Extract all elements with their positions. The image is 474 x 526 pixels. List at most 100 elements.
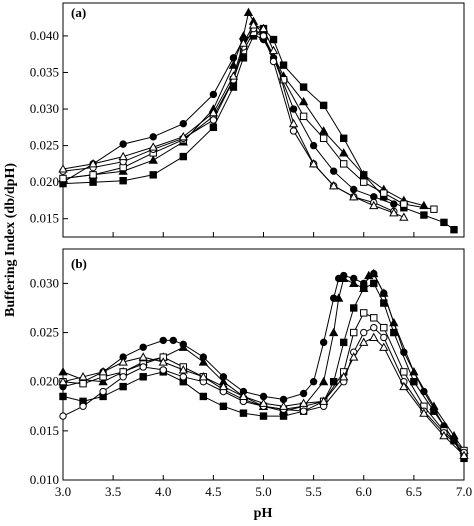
panel-a-label: (a) bbox=[71, 5, 86, 20]
data-point bbox=[299, 83, 308, 91]
data-point bbox=[360, 178, 368, 186]
data-point bbox=[390, 200, 398, 208]
data-point bbox=[139, 343, 147, 351]
y-tick-label: 0.030 bbox=[30, 275, 59, 290]
data-point bbox=[279, 61, 288, 69]
data-point bbox=[159, 366, 167, 374]
data-point bbox=[400, 348, 408, 356]
data-point bbox=[88, 159, 98, 168]
data-point bbox=[298, 398, 309, 407]
data-point bbox=[299, 389, 308, 398]
data-point bbox=[410, 378, 418, 386]
data-point bbox=[119, 176, 127, 185]
data-point bbox=[399, 212, 409, 221]
data-point bbox=[319, 126, 329, 135]
data-point bbox=[319, 101, 328, 110]
data-point bbox=[148, 142, 158, 151]
data-point bbox=[380, 289, 388, 297]
data-point bbox=[350, 304, 358, 312]
data-point bbox=[350, 185, 358, 194]
data-point bbox=[139, 373, 147, 381]
data-point bbox=[319, 376, 329, 386]
x-tick-label: 6.5 bbox=[406, 484, 422, 499]
panel-b-label: (b) bbox=[71, 256, 87, 271]
data-point bbox=[359, 283, 369, 292]
data-point bbox=[208, 107, 219, 117]
data-point bbox=[79, 379, 87, 388]
series-2-filled-triangle bbox=[58, 268, 469, 455]
x-tick-label: 4.0 bbox=[155, 484, 171, 499]
data-point bbox=[118, 151, 128, 161]
data-point bbox=[370, 323, 378, 332]
y-axis-title: Buffering Index (db/dpH) bbox=[3, 163, 18, 317]
data-point bbox=[420, 211, 428, 219]
data-point bbox=[99, 387, 107, 396]
panel-a: (a) 0.015 0.020 0.025 0.030 0.035 0.040 bbox=[30, 2, 465, 238]
data-point bbox=[119, 373, 127, 381]
series-line bbox=[62, 27, 395, 212]
data-point bbox=[238, 38, 249, 47]
data-point bbox=[399, 381, 409, 391]
data-point bbox=[268, 45, 279, 55]
data-point bbox=[369, 332, 379, 342]
x-tick-label: 4.5 bbox=[205, 484, 221, 499]
data-point bbox=[209, 90, 218, 99]
data-point bbox=[179, 373, 188, 381]
data-point bbox=[58, 367, 68, 376]
data-point bbox=[228, 60, 239, 69]
data-point bbox=[149, 133, 157, 141]
data-point bbox=[269, 35, 278, 44]
data-point bbox=[258, 398, 269, 407]
series-6-open-triangle bbox=[58, 332, 469, 459]
data-point bbox=[459, 450, 469, 459]
data-point bbox=[139, 363, 147, 371]
data-point bbox=[229, 54, 238, 62]
data-point bbox=[209, 123, 218, 132]
series-5-open-circle bbox=[59, 24, 398, 216]
panel-b: (b) 0.010 0.015 0.020 0.025 0.030 3.0 3.5 4.0 4.… bbox=[30, 248, 472, 499]
data-point bbox=[340, 271, 348, 280]
series-line bbox=[62, 31, 434, 210]
x-tick-label: 7.0 bbox=[456, 484, 472, 499]
y-tick-label: 0.010 bbox=[30, 472, 59, 487]
data-point bbox=[98, 376, 108, 386]
series-6-open-triangle bbox=[58, 20, 409, 221]
data-point bbox=[119, 140, 127, 148]
y-tick-label: 0.020 bbox=[30, 374, 59, 389]
data-point bbox=[329, 327, 339, 337]
y-tick-label: 0.035 bbox=[30, 64, 59, 79]
data-point bbox=[420, 387, 428, 396]
data-point bbox=[419, 408, 429, 417]
data-point bbox=[380, 189, 388, 197]
data-point bbox=[359, 337, 369, 346]
data-point bbox=[349, 278, 359, 287]
data-point bbox=[79, 402, 87, 410]
data-point bbox=[228, 71, 239, 80]
data-point bbox=[259, 412, 268, 420]
data-point bbox=[359, 170, 369, 179]
data-point bbox=[59, 174, 67, 183]
data-point bbox=[219, 373, 228, 381]
data-point bbox=[289, 105, 298, 113]
series-1-filled-square bbox=[59, 24, 458, 234]
data-point bbox=[248, 20, 259, 29]
data-point bbox=[350, 274, 358, 283]
data-point bbox=[98, 367, 108, 376]
data-point bbox=[360, 309, 368, 317]
data-point bbox=[279, 76, 288, 84]
panel-b-ticks: 0.010 0.015 0.020 0.025 0.030 3.0 3.5 4.0 4.5 5.0… bbox=[30, 275, 472, 499]
series-line bbox=[62, 33, 394, 205]
data-point bbox=[370, 314, 378, 322]
y-tick-label: 0.020 bbox=[30, 174, 59, 189]
data-point bbox=[59, 392, 67, 401]
data-point bbox=[380, 323, 388, 332]
data-point bbox=[308, 159, 319, 168]
data-point bbox=[219, 402, 228, 410]
data-point bbox=[218, 381, 229, 391]
data-point bbox=[309, 141, 318, 150]
data-point bbox=[149, 171, 157, 179]
panel-b-series bbox=[58, 268, 469, 463]
panel-a-series bbox=[58, 7, 458, 234]
data-point bbox=[450, 225, 458, 234]
data-point bbox=[89, 178, 97, 186]
